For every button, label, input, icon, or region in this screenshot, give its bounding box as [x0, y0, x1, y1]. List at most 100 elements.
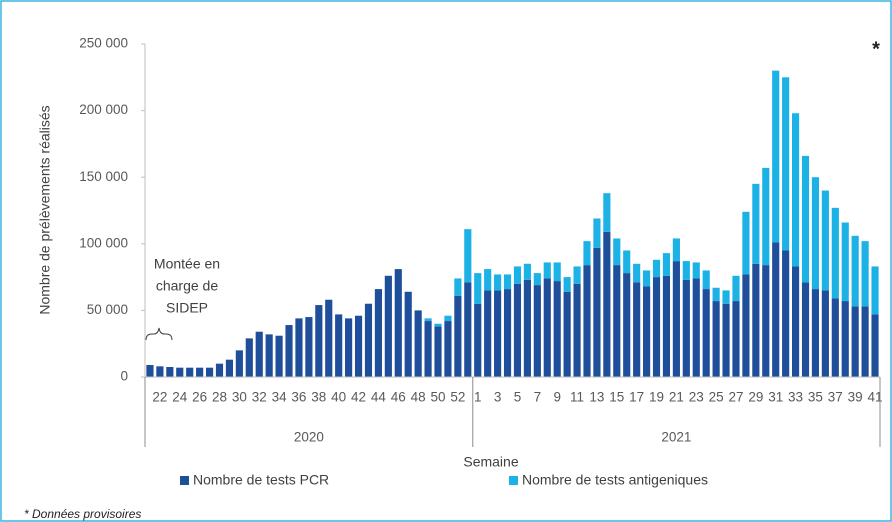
bar-segment — [613, 238, 621, 266]
bar-segment — [494, 290, 502, 377]
bar-segment — [454, 295, 462, 377]
group-label: 2021 — [661, 430, 691, 445]
bar-segment — [722, 290, 730, 304]
bar-segment — [801, 155, 810, 283]
bar-segment — [166, 367, 174, 377]
bar-segment — [484, 269, 492, 291]
bar-segment — [603, 193, 611, 232]
bar-segment — [176, 367, 184, 377]
x-tick-label: 30 — [232, 390, 247, 405]
bar-segment — [603, 231, 611, 377]
bar-segment — [295, 318, 303, 377]
legend-label: Nombre de tests PCR — [193, 472, 329, 488]
bar-segment — [861, 241, 869, 307]
bar-segment — [275, 335, 283, 377]
x-tick-label: 38 — [311, 390, 326, 405]
x-tick-label: 22 — [152, 390, 167, 405]
bar-segment — [613, 265, 621, 377]
bar-segment — [732, 275, 740, 302]
bar-segment — [772, 70, 780, 243]
bar-segment — [831, 207, 839, 299]
bar-segment — [205, 367, 214, 377]
x-tick-label: 32 — [252, 390, 267, 405]
x-tick-label: 15 — [609, 390, 624, 405]
bar-segment — [196, 367, 204, 377]
bar-segment — [633, 263, 641, 283]
y-tick-label: 200 000 — [79, 102, 128, 117]
bar-segment — [285, 325, 293, 377]
bar-segment — [215, 363, 224, 377]
bar-segment — [583, 265, 591, 377]
footnote: * Données provisoires — [24, 507, 141, 521]
x-tick-label: 25 — [709, 390, 724, 405]
x-tick-label: 5 — [514, 390, 522, 405]
bar-segment — [791, 266, 800, 377]
x-tick-label: 3 — [494, 390, 502, 405]
x-tick-label: 1 — [474, 390, 482, 405]
bar-segment — [643, 270, 651, 287]
x-tick-label: 13 — [589, 390, 604, 405]
bar-segment — [811, 289, 820, 377]
bar-segment — [345, 318, 353, 377]
x-tick-label: 42 — [351, 390, 366, 405]
bar-segment — [434, 323, 442, 327]
x-tick-label: 26 — [192, 390, 207, 405]
y-axis-title: Nombre de prélèvements réalisés — [37, 105, 53, 314]
bar-segment — [841, 301, 849, 377]
x-tick-label: 31 — [768, 390, 783, 405]
bar-segment — [851, 306, 859, 377]
bar-segment — [672, 238, 680, 262]
bar-segment — [225, 359, 234, 377]
bar-segment — [305, 317, 313, 377]
bar-segment — [464, 229, 472, 283]
bar-segment — [633, 282, 641, 377]
legend-label: Nombre de tests antigeniques — [522, 472, 708, 488]
bar-segment — [652, 277, 661, 377]
bar-segment — [364, 303, 373, 377]
bar-segment — [782, 77, 790, 251]
x-tick-label: 52 — [450, 390, 465, 405]
x-tick-label: 35 — [808, 390, 823, 405]
bar-segment — [235, 350, 243, 377]
annotation: Montée en — [154, 256, 220, 272]
bar-segment — [444, 321, 452, 377]
bar-segment — [762, 265, 770, 377]
x-tick-label: 39 — [848, 390, 863, 405]
bar-segment — [563, 291, 571, 377]
corner-mark: * — [872, 38, 880, 60]
annotation: SIDEP — [166, 300, 208, 316]
bar-segment — [712, 287, 720, 302]
bar-segment — [593, 218, 601, 248]
bar-segment — [623, 250, 631, 274]
x-tick-label: 33 — [788, 390, 803, 405]
bar-segment — [325, 299, 333, 377]
bar-segment — [652, 259, 661, 278]
bar-segment — [662, 275, 671, 377]
x-axis-title: Semaine — [463, 454, 518, 470]
bar-segment — [821, 190, 829, 291]
x-tick-label: 50 — [430, 390, 445, 405]
bar-segment — [454, 278, 462, 296]
x-tick-label: 7 — [534, 390, 542, 405]
x-tick-label: 44 — [371, 390, 387, 405]
bar-segment — [861, 306, 869, 377]
bar-segment — [682, 279, 690, 377]
bar-segment — [265, 334, 273, 377]
bar-segment — [563, 277, 571, 292]
bar-segment — [533, 285, 541, 377]
y-tick-label: 100 000 — [79, 235, 128, 250]
bar-segment — [543, 262, 551, 279]
group-label: 2020 — [294, 430, 324, 445]
bar-segment — [503, 274, 512, 290]
bar-segment — [801, 282, 810, 377]
bar-segment — [494, 274, 502, 291]
bar-segment — [821, 290, 829, 377]
bar-segment — [672, 261, 680, 377]
bar-segment — [871, 314, 879, 377]
bar-segment — [772, 242, 780, 377]
bar-segment — [643, 286, 651, 377]
bar-segment — [523, 263, 531, 280]
bar-segment — [434, 326, 442, 377]
